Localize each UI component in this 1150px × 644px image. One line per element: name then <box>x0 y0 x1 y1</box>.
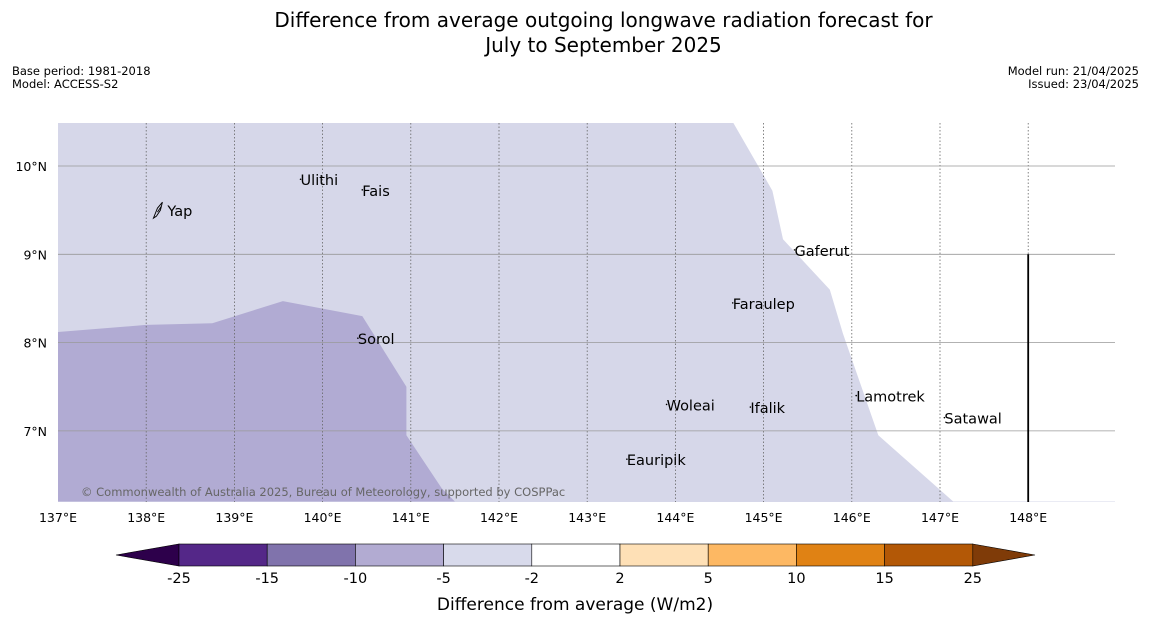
colorbar-tick-label: -25 <box>167 571 191 587</box>
issued-date: Issued: 23/04/2025 <box>1028 77 1139 91</box>
colorbar-tick-label: 25 <box>964 571 982 587</box>
colorbar-segment <box>707 543 797 567</box>
yap-island-icon <box>152 201 163 220</box>
lon-tick-label: 144°E <box>656 510 694 525</box>
anomaly-layer <box>58 301 455 502</box>
lon-tick-label: 142°E <box>480 510 518 525</box>
colorbar-tick-label: -5 <box>436 571 450 587</box>
colorbar-tick-label: 2 <box>615 571 624 587</box>
island-label-lamotrek: Lamotrek <box>856 390 925 406</box>
lon-tick-label: 139°E <box>215 510 253 525</box>
island-dot <box>626 458 628 460</box>
base-period: Base period: 1981-2018 <box>12 64 151 78</box>
lon-tick-label: 141°E <box>392 510 430 525</box>
lon-tick-label: 145°E <box>745 510 783 525</box>
colorbar-tick-label: -2 <box>525 571 539 587</box>
island-label-ulithi: Ulithi <box>301 173 339 189</box>
model-info: Base period: 1981-2018 Model: ACCESS-S2 <box>12 65 151 91</box>
colorbar-segments: -25 -15 -10 -5 -2 2 5 10 15 25 <box>115 543 1036 587</box>
island-dot <box>665 403 668 406</box>
lat-tick-label: 10°N <box>15 159 47 174</box>
lon-tick-label: 147°E <box>921 510 959 525</box>
island-dot <box>361 189 364 191</box>
axis-labels: 137°E 138°E 139°E 140°E 141°E 142°E 143°E 144°E… <box>15 159 1047 525</box>
model-run-date: Model run: 21/04/2025 <box>1007 64 1139 78</box>
lon-tick-label: 138°E <box>127 510 165 525</box>
lat-tick-label: 8°N <box>23 336 47 351</box>
colorbar-under-arrow <box>115 543 180 567</box>
island-label-woleai: Woleai <box>667 398 715 414</box>
title-line-1: Difference from average outgoing longwav… <box>274 8 933 32</box>
gridlines <box>58 123 1115 502</box>
island-label-satawal: Satawal <box>944 412 1001 428</box>
colorbar-tick-label: 10 <box>787 571 805 587</box>
colorbar-segment <box>884 543 974 567</box>
island-label-sorol: Sorol <box>358 332 395 348</box>
lat-tick-label: 9°N <box>23 247 47 262</box>
island-dot <box>749 406 752 408</box>
uncolored-region <box>733 123 1115 502</box>
anomaly-region-1 <box>58 301 455 502</box>
colorbar-tick-label: 5 <box>704 571 713 587</box>
island-dot <box>731 302 734 304</box>
lon-tick-label: 137°E <box>39 510 77 525</box>
island-dot <box>357 337 359 339</box>
colorbar-tick-label: -10 <box>344 571 368 587</box>
colorbar-tick-label: 15 <box>875 571 893 587</box>
island-label-faraulep: Faraulep <box>733 297 795 313</box>
colorbar-tick-label: -15 <box>255 571 279 587</box>
colorbar-segment <box>443 543 533 567</box>
island-dot <box>299 178 302 181</box>
island-label-fais: Fais <box>362 184 389 200</box>
island-label-gaferut: Gaferut <box>794 244 849 260</box>
colorbar-segment <box>796 543 885 567</box>
island-dot <box>855 394 858 397</box>
lon-tick-label: 143°E <box>568 510 606 525</box>
island-label-ifalik: Ifalik <box>750 401 785 417</box>
lon-tick-label: 148°E <box>1009 510 1047 525</box>
forecast-map: © Commonwealth of Australia 2025, Bureau… <box>15 123 1115 525</box>
colorbar-over-arrow <box>972 543 1036 567</box>
island-label-yap: Yap <box>166 204 192 220</box>
model-name: Model: ACCESS-S2 <box>12 77 119 91</box>
lon-tick-label: 140°E <box>304 510 342 525</box>
lon-tick-label: 146°E <box>833 510 871 525</box>
colorbar-segment <box>266 543 356 567</box>
colorbar-segment <box>178 543 268 567</box>
map-title: Difference from average outgoing longwav… <box>0 8 1150 58</box>
colorbar-segment <box>531 543 621 567</box>
copyright-notice: © Commonwealth of Australia 2025, Bureau… <box>81 485 565 499</box>
colorbar-segment <box>355 543 444 567</box>
island-dot <box>943 416 946 419</box>
island-label-eauripik: Eauripik <box>627 453 686 469</box>
issue-info: Model run: 21/04/2025 Issued: 23/04/2025 <box>1008 65 1139 91</box>
island-dot <box>793 249 796 251</box>
title-line-2: July to September 2025 <box>485 33 722 57</box>
island-labels: Yap Ulithi Fais Gaferut Faraulep Sorol Lamotre… <box>152 173 1002 469</box>
lat-tick-label: 7°N <box>23 424 47 439</box>
colorbar-label: Difference from average (W/m2) <box>437 595 713 615</box>
colorbar-segment <box>619 543 709 567</box>
